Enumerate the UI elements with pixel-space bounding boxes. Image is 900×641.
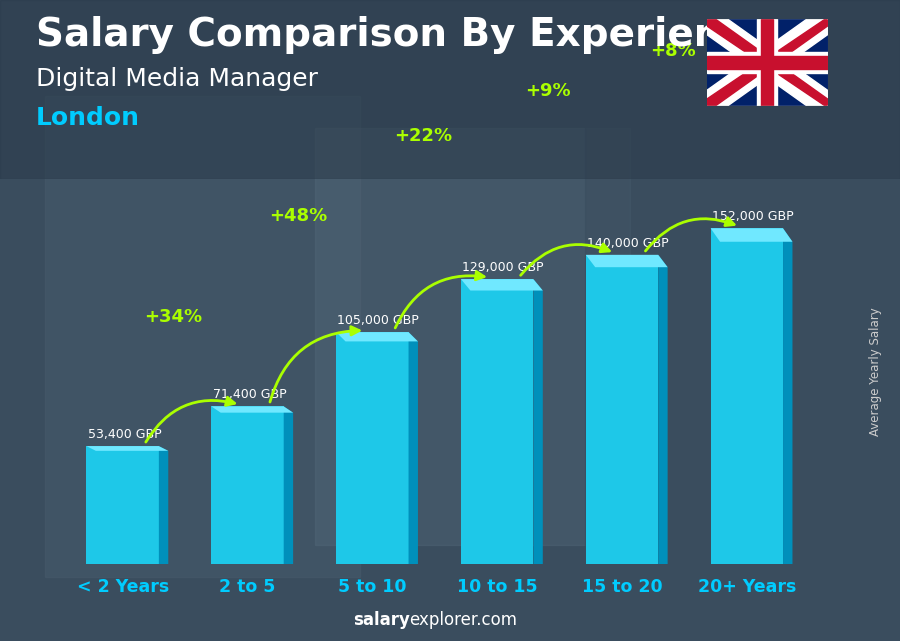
- Polygon shape: [409, 332, 418, 564]
- Polygon shape: [284, 406, 293, 564]
- Text: 152,000 GBP: 152,000 GBP: [712, 210, 794, 223]
- Text: +9%: +9%: [526, 83, 571, 101]
- Text: 71,400 GBP: 71,400 GBP: [212, 388, 286, 401]
- Text: +8%: +8%: [650, 42, 696, 60]
- Bar: [586, 255, 658, 564]
- Polygon shape: [86, 446, 168, 451]
- Text: 140,000 GBP: 140,000 GBP: [587, 237, 669, 250]
- Text: +34%: +34%: [145, 308, 202, 326]
- Bar: [212, 406, 284, 564]
- Polygon shape: [711, 228, 793, 242]
- Text: Salary Comparison By Experience: Salary Comparison By Experience: [36, 16, 770, 54]
- Polygon shape: [706, 19, 828, 106]
- Polygon shape: [212, 406, 293, 413]
- Bar: [585, 96, 900, 577]
- Text: +48%: +48%: [269, 206, 328, 225]
- Bar: [711, 228, 783, 564]
- Text: London: London: [36, 106, 140, 129]
- Polygon shape: [461, 279, 543, 290]
- Polygon shape: [706, 19, 828, 106]
- Text: Average Yearly Salary: Average Yearly Salary: [869, 308, 882, 436]
- Text: 105,000 GBP: 105,000 GBP: [338, 314, 419, 327]
- Bar: [45, 96, 360, 577]
- Polygon shape: [783, 228, 793, 564]
- Polygon shape: [336, 332, 418, 342]
- Polygon shape: [706, 19, 828, 106]
- Bar: [761, 19, 773, 106]
- Bar: [461, 279, 534, 564]
- Bar: [336, 332, 409, 564]
- Text: salary: salary: [353, 612, 410, 629]
- Bar: [706, 52, 828, 73]
- Bar: [706, 56, 828, 69]
- Bar: [757, 19, 778, 106]
- Bar: [86, 446, 159, 564]
- Text: explorer.com: explorer.com: [410, 612, 518, 629]
- Text: Digital Media Manager: Digital Media Manager: [36, 67, 318, 91]
- Text: 53,400 GBP: 53,400 GBP: [87, 428, 161, 441]
- Polygon shape: [159, 446, 168, 564]
- Polygon shape: [658, 255, 668, 564]
- Text: 129,000 GBP: 129,000 GBP: [463, 261, 544, 274]
- Polygon shape: [706, 19, 828, 106]
- Bar: [315, 128, 630, 545]
- Polygon shape: [586, 255, 668, 267]
- Polygon shape: [534, 279, 543, 564]
- Text: +22%: +22%: [394, 127, 453, 145]
